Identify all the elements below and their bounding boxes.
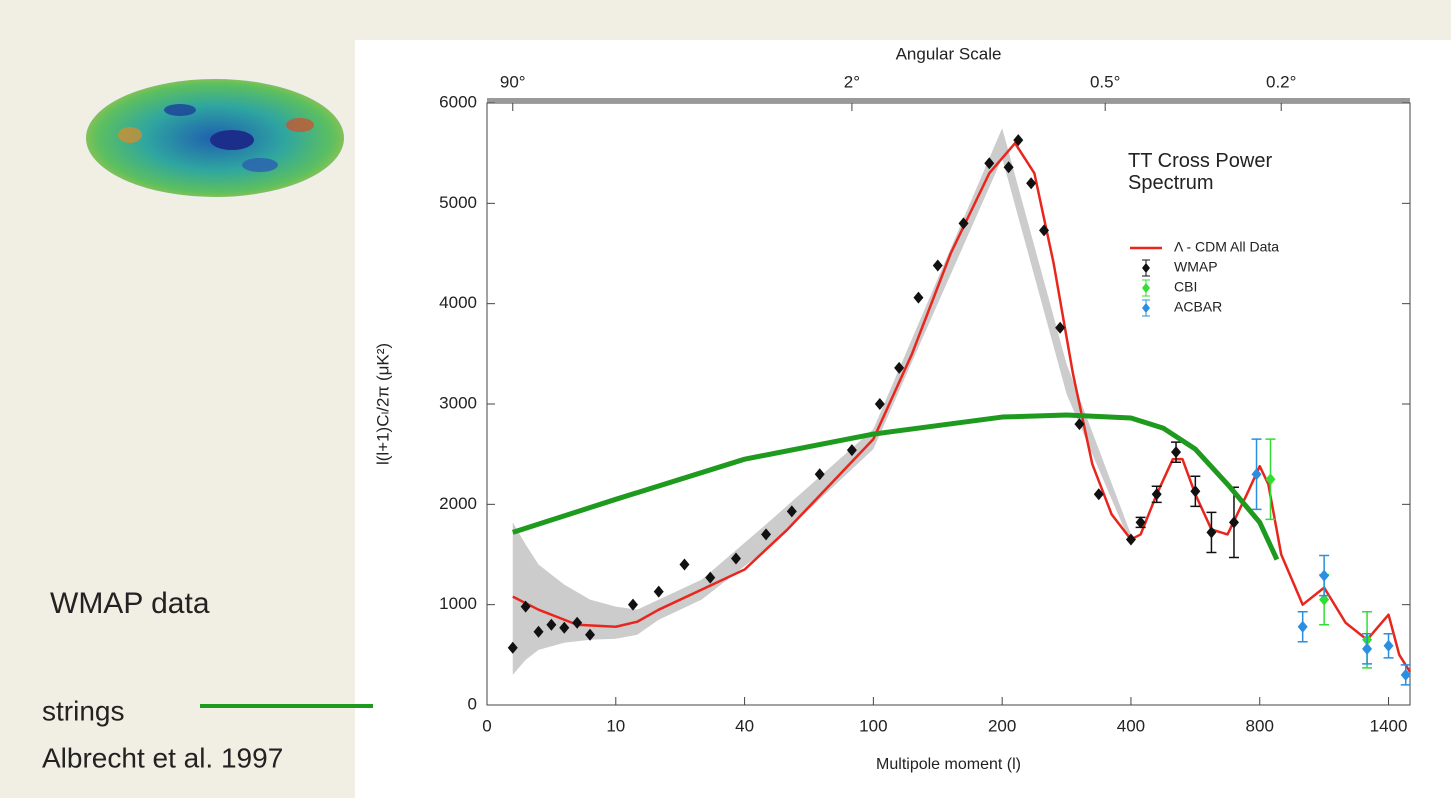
- y-axis-label: l(l+1)Cₗ/2π (μK²): [373, 343, 392, 465]
- point: [1026, 177, 1037, 190]
- point: [1003, 161, 1014, 174]
- point: [786, 505, 797, 518]
- legend-label: strings: [42, 695, 124, 726]
- line: [512, 141, 1412, 673]
- point: [1135, 516, 1146, 529]
- point: [627, 598, 638, 611]
- x-tick-label: 800: [1246, 716, 1274, 735]
- x-tick-label: 200: [988, 716, 1016, 735]
- point: [1383, 639, 1394, 652]
- sky-map: [84, 77, 346, 199]
- point: [984, 157, 995, 170]
- point: [585, 628, 596, 641]
- point: [1039, 224, 1050, 237]
- point: [1093, 488, 1104, 501]
- x-tick-label: 1400: [1370, 716, 1408, 735]
- point: [653, 585, 664, 598]
- x2-tick-label: 2°: [844, 72, 860, 91]
- point: [559, 621, 570, 634]
- point: [814, 468, 825, 481]
- point: [761, 528, 772, 541]
- point: [1362, 642, 1373, 655]
- annotation: Albrecht et al. 1997: [42, 742, 283, 773]
- plot-area: 0 1000 2000 3000 4000 5000 6000 0 10 40 100 200 400 8…: [42, 44, 1412, 773]
- point: [1074, 418, 1085, 431]
- y-tick-label: 1000: [439, 594, 477, 613]
- y-tick-label: 5000: [439, 193, 477, 212]
- point: [1319, 569, 1330, 582]
- point: [507, 641, 518, 654]
- x-tick-label: 10: [606, 716, 625, 735]
- y-tick-label: 0: [468, 694, 477, 713]
- point: [705, 571, 716, 584]
- point: [1125, 533, 1136, 546]
- point: [846, 444, 857, 457]
- point: [1206, 526, 1217, 539]
- y-tick-label: 3000: [439, 393, 477, 412]
- point: [533, 625, 544, 638]
- x2-tick-label: 0.5°: [1090, 72, 1120, 91]
- point: [958, 217, 969, 230]
- legend-label: CBI: [1174, 279, 1197, 295]
- legend-swatch: [1142, 303, 1150, 313]
- line: [511, 412, 1280, 561]
- point: [1265, 473, 1276, 486]
- point: [874, 398, 885, 410]
- point: [572, 616, 583, 629]
- x2-axis-label: Angular Scale: [896, 44, 1002, 63]
- point: [1400, 668, 1411, 681]
- point: [1013, 134, 1024, 147]
- legend-label: WMAP: [1174, 259, 1218, 275]
- legend-label: Λ - CDM All Data: [1174, 239, 1279, 255]
- y-tick-label: 2000: [439, 494, 477, 513]
- point: [730, 552, 741, 565]
- point: [1297, 620, 1308, 633]
- x-tick-label: 40: [735, 716, 754, 735]
- x-tick-label: 400: [1117, 716, 1145, 735]
- x2-tick-label: 0.2°: [1266, 72, 1296, 91]
- chart-title: TT Cross Power Spectrum: [1128, 150, 1273, 194]
- point: [520, 600, 531, 613]
- legend-swatch: [1142, 263, 1150, 273]
- x-axis-label: Multipole moment (l): [876, 756, 1021, 773]
- x-tick-label: 100: [859, 716, 887, 735]
- point: [1055, 321, 1066, 334]
- plot-background: [355, 40, 1451, 798]
- point: [1228, 516, 1239, 529]
- point: [679, 558, 690, 571]
- x-tick-label: 0: [482, 716, 491, 735]
- top-axis-bar: [487, 98, 1410, 103]
- point: [1151, 488, 1162, 501]
- point: [1171, 446, 1182, 459]
- point: [1319, 593, 1330, 606]
- y-tick-label: 4000: [439, 293, 477, 312]
- legend-label: ACBAR: [1174, 299, 1222, 315]
- y-tick-label: 6000: [439, 92, 477, 111]
- point: [1251, 468, 1262, 481]
- annotation: WMAP data: [50, 587, 210, 620]
- legend-swatch: [1142, 283, 1150, 293]
- point: [894, 361, 905, 374]
- point: [932, 259, 943, 272]
- x2-tick-label: 90°: [500, 72, 526, 91]
- point: [913, 291, 924, 304]
- point: [546, 618, 557, 631]
- point: [1190, 485, 1201, 498]
